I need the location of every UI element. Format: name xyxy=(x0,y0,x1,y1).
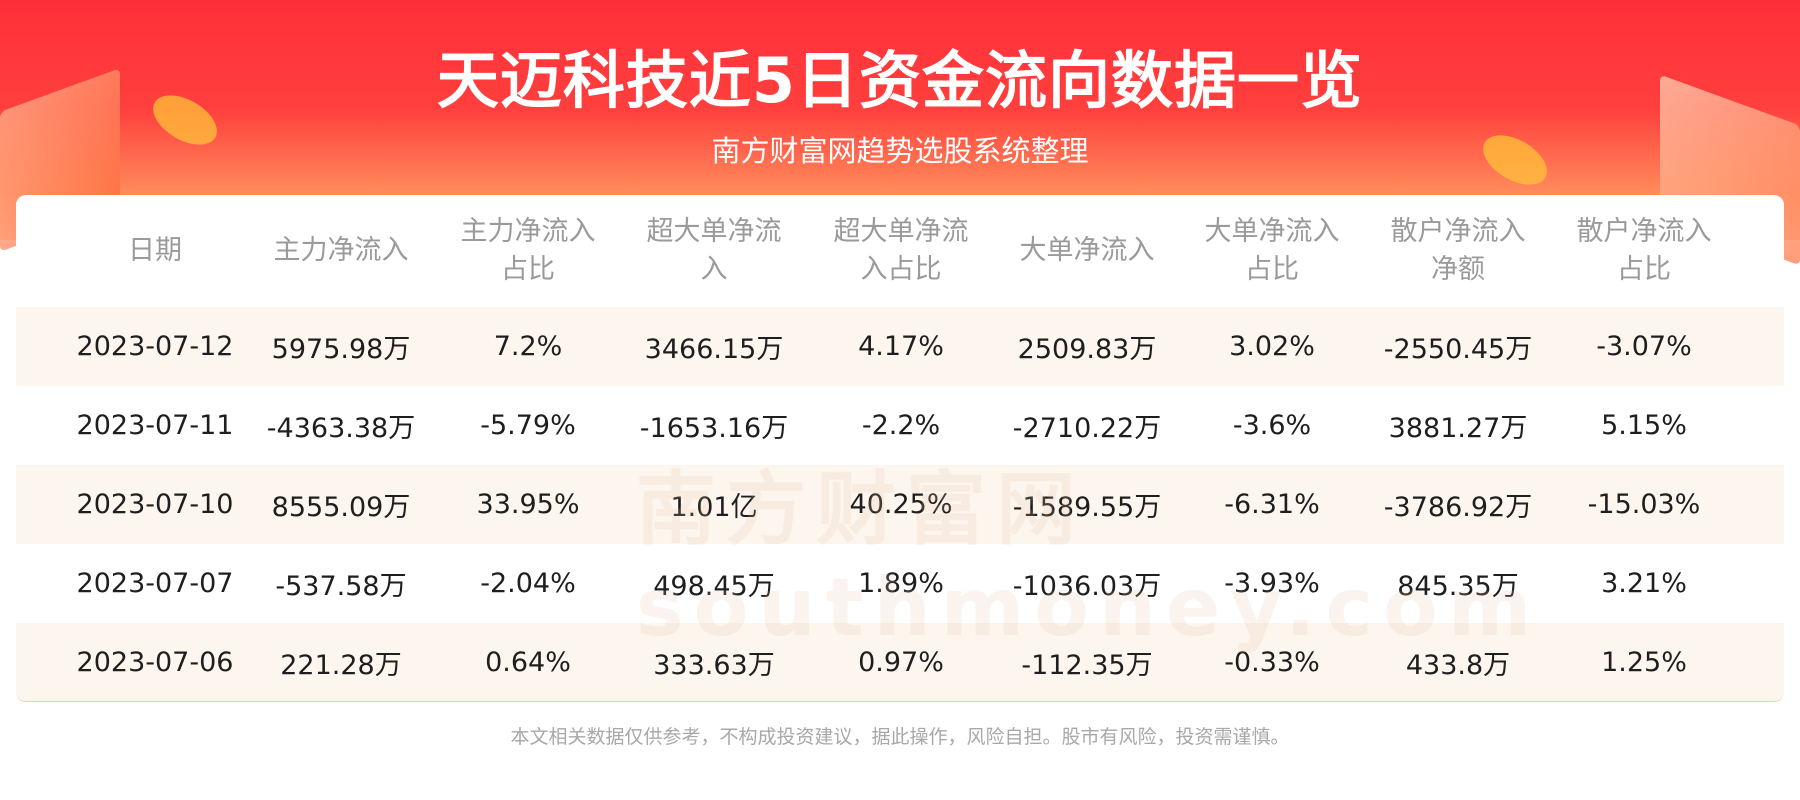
disclaimer: 本文相关数据仅供参考，不构成投资建议，据此操作，风险自担。股市有风险，投资需谨慎… xyxy=(510,726,1290,748)
column-header: 主力净流入占比 xyxy=(460,216,596,285)
table-cell: 8555.09万 xyxy=(271,492,411,523)
table-cell: 4.17% xyxy=(858,331,944,362)
table-cell: 5975.98万 xyxy=(271,334,411,365)
table-cell: 498.45万 xyxy=(653,571,775,602)
page-subtitle: 南方财富网趋势选股系统整理 xyxy=(711,134,1089,168)
table-cell: -0.33% xyxy=(1224,647,1320,678)
table-cell: 5.15% xyxy=(1601,410,1687,441)
table-cell: 1.25% xyxy=(1601,647,1687,678)
table-cell: -1589.55万 xyxy=(1012,492,1162,523)
table-cell: 0.64% xyxy=(485,647,571,678)
table-cell: 2023-07-11 xyxy=(76,410,234,441)
column-header: 超大单净流入占比 xyxy=(833,216,969,285)
page-title: 天迈科技近5日资金流向数据一览 xyxy=(436,44,1364,117)
table-cell: -2.04% xyxy=(480,568,576,599)
table-cell: 0.97% xyxy=(858,647,944,678)
table-cell: 1.01亿 xyxy=(670,492,758,523)
table-row: 2023-07-07 -537.58万 -2.04% 498.45万 1.89% -103… xyxy=(16,544,1784,623)
table-cell: 433.8万 xyxy=(1405,650,1511,681)
table-cell: -3.07% xyxy=(1596,331,1692,362)
table-row: 2023-07-12 5975.98万 7.2% 3466.15万 4.17% 2509.… xyxy=(16,307,1784,386)
table-cell: 3.21% xyxy=(1601,568,1687,599)
column-header: 超大单净流入 xyxy=(646,216,782,285)
table-cell: 845.35万 xyxy=(1397,571,1519,602)
table-cell: 7.2% xyxy=(493,331,563,362)
table-cell: -6.31% xyxy=(1224,489,1320,520)
table-header: 日期 主力净流入 主力净流入占比 超大单净流入 超大单净流入占比 大单净流入 大单净流入占比… xyxy=(16,195,1784,307)
column-header: 散户净流入净额 xyxy=(1390,216,1526,285)
table-cell: -4363.38万 xyxy=(266,413,416,444)
table-cell: 3881.27万 xyxy=(1388,413,1528,444)
table-row: 2023-07-10 8555.09万 33.95% 1.01亿 40.25% -1589… xyxy=(16,465,1784,544)
fund-flow-table: 日期 主力净流入 主力净流入占比 超大单净流入 超大单净流入占比 大单净流入 大单净流入占比… xyxy=(16,195,1784,702)
table-row: 2023-07-11 -4363.38万 -5.79% -1653.16万 -2.2% -… xyxy=(16,386,1784,465)
table-cell: -2710.22万 xyxy=(1012,413,1162,444)
table-cell: -3786.92万 xyxy=(1383,492,1533,523)
column-header: 日期 xyxy=(128,235,182,266)
table-cell: 333.63万 xyxy=(653,650,775,681)
table-cell: 2023-07-12 xyxy=(76,331,234,362)
table-cell: -3.6% xyxy=(1232,410,1312,441)
table-cell: 2023-07-07 xyxy=(76,568,234,599)
table-cell: 1.89% xyxy=(858,568,944,599)
column-header: 散户净流入占比 xyxy=(1576,216,1712,285)
column-header: 大单净流入 xyxy=(1019,235,1155,266)
table-cell: -112.35万 xyxy=(1021,650,1153,681)
table-row: 2023-07-06 221.28万 0.64% 333.63万 0.97% -112.3… xyxy=(16,623,1784,701)
table-cell: 2023-07-10 xyxy=(76,489,234,520)
table-cell: -5.79% xyxy=(480,410,576,441)
table-cell: -2550.45万 xyxy=(1383,334,1533,365)
table-cell: 2509.83万 xyxy=(1017,334,1157,365)
table-cell: 40.25% xyxy=(849,489,953,520)
column-header: 大单净流入占比 xyxy=(1204,216,1340,285)
table-cell: -15.03% xyxy=(1587,489,1701,520)
table-cell: 33.95% xyxy=(476,489,580,520)
table-cell: -1653.16万 xyxy=(639,413,789,444)
table-cell: -3.93% xyxy=(1224,568,1320,599)
table-cell: -537.58万 xyxy=(275,571,407,602)
column-header: 主力净流入 xyxy=(273,235,409,266)
table-cell: -2.2% xyxy=(861,410,941,441)
table-cell: -1036.03万 xyxy=(1012,571,1162,602)
table-cell: 3.02% xyxy=(1229,331,1315,362)
table-cell: 2023-07-06 xyxy=(76,647,234,678)
table-cell: 221.28万 xyxy=(280,650,402,681)
table-cell: 3466.15万 xyxy=(644,334,784,365)
